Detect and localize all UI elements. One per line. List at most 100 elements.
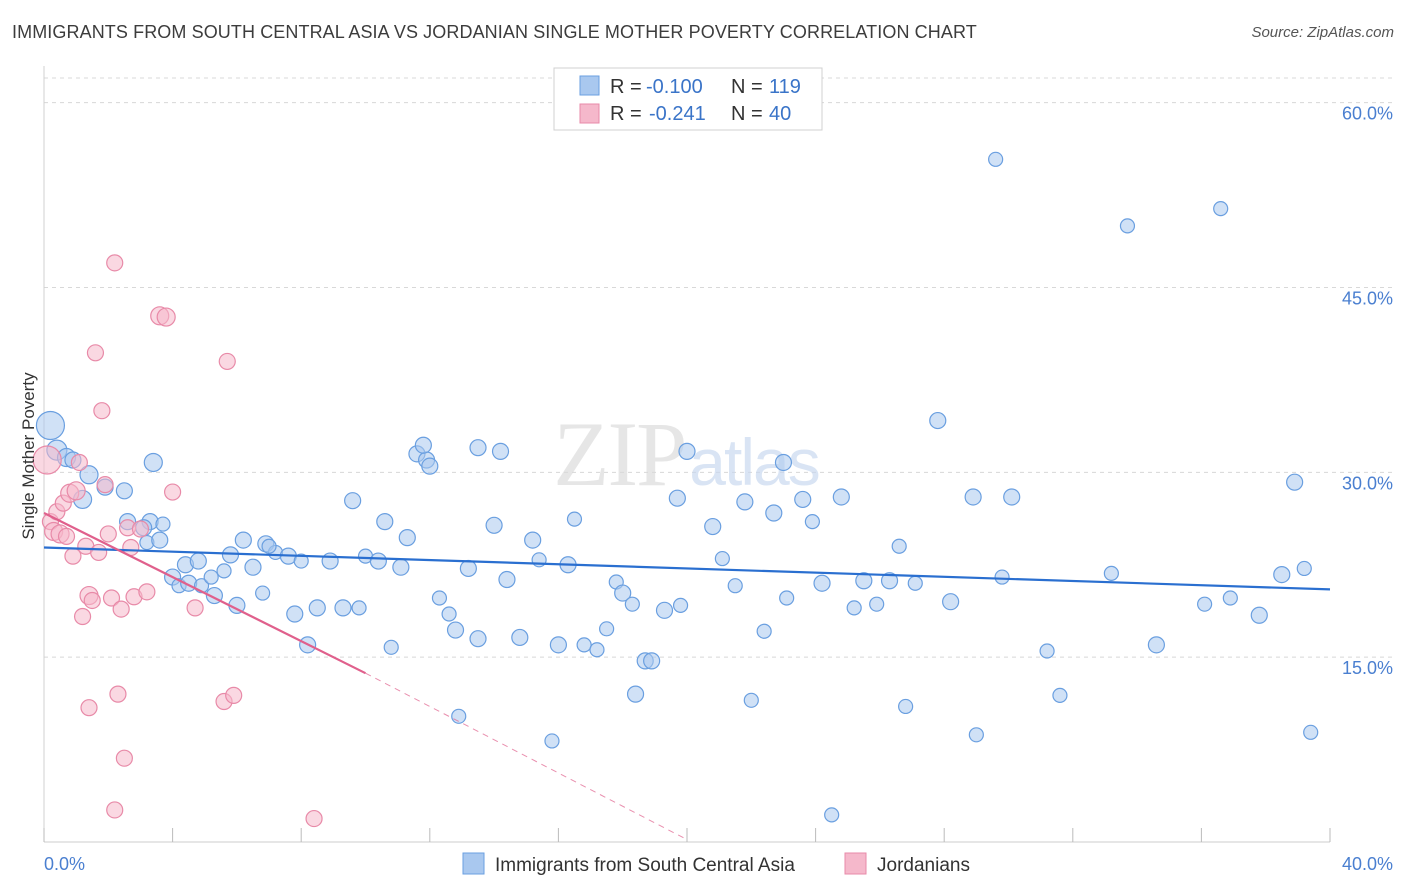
immigrants-point-87 xyxy=(765,504,783,522)
jordanians-point-19 xyxy=(96,476,114,494)
immigrants-point-0 xyxy=(35,410,66,441)
legend-n-label-pink: N = xyxy=(731,103,763,125)
jordanians-point-9 xyxy=(66,481,86,501)
immigrants-point-72 xyxy=(614,584,632,602)
jordanians-point-18 xyxy=(93,402,111,420)
legend-r-label-blue: R = xyxy=(610,76,642,98)
y-axis-label: Single Mother Poverty xyxy=(19,372,38,540)
series-legend-label-pink: Jordanians xyxy=(877,855,970,876)
immigrants-point-93 xyxy=(824,807,840,823)
jordanians-point-26 xyxy=(115,749,133,767)
immigrants-point-33 xyxy=(286,605,304,623)
immigrants-point-57 xyxy=(469,439,487,457)
immigrants-point-60 xyxy=(498,570,516,589)
jordanians-point-34 xyxy=(164,483,182,501)
y-tick-label-0: 15.0% xyxy=(1342,658,1393,678)
immigrants-point-52 xyxy=(441,606,457,622)
legend-r-label-pink: R = xyxy=(610,103,642,125)
immigrants-point-77 xyxy=(655,601,674,619)
immigrants-point-89 xyxy=(779,590,795,606)
immigrants-point-21 xyxy=(203,569,219,585)
immigrants-point-38 xyxy=(334,599,352,617)
legend-n-value-blue: 119 xyxy=(769,76,801,98)
x-tick-label-max: 40.0% xyxy=(1342,854,1393,874)
immigrants-point-113 xyxy=(1147,636,1165,654)
source-credit: Source: ZipAtlas.com xyxy=(1251,24,1394,41)
immigrants-point-56 xyxy=(469,630,487,648)
immigrants-point-7 xyxy=(115,482,133,500)
immigrants-point-42 xyxy=(369,552,387,570)
immigrants-point-24 xyxy=(221,546,240,564)
immigrants-point-85 xyxy=(743,692,759,708)
immigrants-point-23 xyxy=(216,563,232,579)
immigrants-point-49 xyxy=(414,436,432,454)
immigrants-point-104 xyxy=(964,488,982,506)
immigrants-point-69 xyxy=(589,642,605,658)
jordanians-point-35 xyxy=(186,599,204,617)
immigrants-point-121 xyxy=(1303,724,1319,740)
immigrants-point-97 xyxy=(869,596,885,612)
immigrants-point-81 xyxy=(704,517,722,536)
immigrants-point-90 xyxy=(794,490,812,509)
immigrants-point-76 xyxy=(643,652,661,670)
immigrants-point-95 xyxy=(846,600,862,616)
jordanians-point-16 xyxy=(86,344,105,362)
immigrants-point-68 xyxy=(576,637,592,653)
jordanians-point-20 xyxy=(99,525,117,543)
immigrants-point-28 xyxy=(255,585,271,601)
immigrants-point-83 xyxy=(727,578,743,594)
immigrants-point-51 xyxy=(431,590,448,606)
immigrants-point-39 xyxy=(351,600,367,616)
immigrants-point-99 xyxy=(891,538,907,554)
immigrants-point-67 xyxy=(566,511,583,527)
immigrants-point-50 xyxy=(421,457,439,475)
immigrants-point-120 xyxy=(1296,560,1312,577)
trend-lines xyxy=(43,512,1331,840)
immigrants-point-109 xyxy=(1039,643,1055,659)
immigrants-point-88 xyxy=(774,453,793,472)
jordanians-point-37 xyxy=(218,352,236,371)
jordanians-point-14 xyxy=(80,699,98,717)
trend-line-immigrants xyxy=(43,546,1331,591)
jordanians-point-25 xyxy=(112,600,130,618)
series-legend-label-blue: Immigrants from South Central Asia xyxy=(495,855,795,876)
immigrants-point-79 xyxy=(672,597,689,614)
immigrants-point-110 xyxy=(1052,687,1068,703)
y-tick-label-3: 60.0% xyxy=(1342,104,1393,124)
jordanians-point-30 xyxy=(131,520,150,538)
immigrants-point-61 xyxy=(511,628,529,647)
immigrants-point-106 xyxy=(988,151,1004,167)
series-jordanians-points xyxy=(32,254,323,828)
jordanians-point-17 xyxy=(90,543,108,562)
immigrants-point-37 xyxy=(321,552,339,570)
immigrants-point-105 xyxy=(968,727,984,743)
watermark: ZIPatlas xyxy=(553,403,818,505)
immigrants-point-78 xyxy=(668,489,686,507)
immigrants-point-4 xyxy=(79,465,99,485)
immigrants-point-53 xyxy=(446,621,465,639)
immigrants-point-84 xyxy=(736,493,754,511)
immigrants-point-100 xyxy=(898,698,914,715)
immigrants-point-80 xyxy=(678,442,696,460)
immigrants-point-119 xyxy=(1286,473,1304,491)
y-tick-label-2: 45.0% xyxy=(1342,288,1393,308)
series-legend-swatch-blue xyxy=(462,852,485,875)
jordanians-point-23 xyxy=(106,254,124,272)
y-tick-label-1: 30.0% xyxy=(1342,473,1393,493)
legend-r-value-blue: -0.100 xyxy=(646,76,703,98)
jordanians-point-22 xyxy=(106,801,124,819)
series-immigrants-points xyxy=(35,151,1319,823)
jordanians-point-6 xyxy=(57,527,76,546)
jordanians-point-38 xyxy=(225,686,243,704)
x-axis-ticks xyxy=(43,828,1331,842)
immigrants-point-65 xyxy=(549,636,568,654)
immigrants-point-46 xyxy=(398,529,416,547)
immigrants-point-40 xyxy=(344,492,362,510)
jordanians-point-24 xyxy=(109,685,127,703)
immigrants-point-12 xyxy=(151,531,169,549)
legend-n-label-blue: N = xyxy=(731,76,763,98)
jordanians-point-33 xyxy=(156,307,176,327)
immigrants-point-44 xyxy=(383,639,399,655)
immigrants-point-36 xyxy=(293,553,309,569)
